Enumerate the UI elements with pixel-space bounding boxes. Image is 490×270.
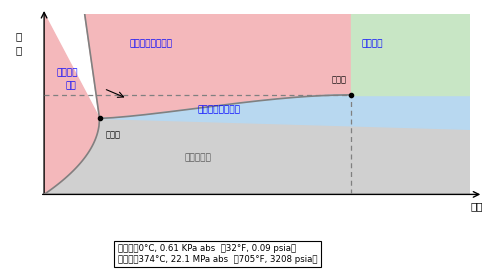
Text: 临界点: 临界点 (332, 75, 347, 84)
Polygon shape (351, 14, 470, 95)
Text: 冰（固态）: 冰（固态） (185, 154, 212, 163)
Text: 三相点: 三相点 (106, 130, 121, 139)
Text: 饱和蒸汽: 饱和蒸汽 (57, 69, 78, 78)
Text: 非饱和水（液态）: 非饱和水（液态） (197, 105, 241, 114)
Polygon shape (44, 14, 351, 194)
Polygon shape (44, 119, 470, 194)
Text: 过热蒸汽（气态）: 过热蒸汽（气态） (129, 40, 172, 49)
Text: 超临界水: 超临界水 (362, 40, 383, 49)
Text: 压力: 压力 (471, 202, 483, 212)
Text: 三相点：0°C, 0.61 KPa abs  （32°F, 0.09 psia）
临界点：374°C, 22.1 MPa abs  （705°F, 3208 p: 三相点：0°C, 0.61 KPa abs （32°F, 0.09 psia） … (118, 244, 317, 264)
Text: 温
度: 温 度 (15, 32, 22, 55)
Text: 曲线: 曲线 (66, 81, 76, 90)
Polygon shape (99, 95, 470, 129)
